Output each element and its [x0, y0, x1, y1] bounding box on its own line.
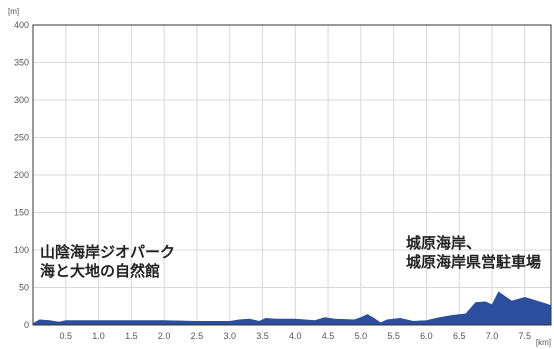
y-tick-label: 250	[14, 133, 29, 143]
x-tick-label: 4.0	[289, 331, 302, 341]
y-tick-label: 200	[14, 170, 29, 180]
x-axis: 0.5 1.0 1.5 2.0 2.5 3.0 3.5 4.0 4.5 5.0 5.5 6.0 6.5 7…	[60, 331, 532, 341]
y-tick-label: 50	[19, 283, 29, 293]
x-axis-unit-label: [km]	[536, 338, 551, 347]
annotation-end-line-2: 城原海岸県営駐車場	[406, 253, 541, 271]
grid-lines	[33, 25, 551, 325]
x-tick-label: 3.0	[223, 331, 236, 341]
y-axis: 0 50 100 150 200 250 300 350 400	[14, 20, 29, 330]
annotation-start-line-1: 山陰海岸ジオパーク	[40, 243, 175, 261]
annotation-end-point: 城原海岸、 城原海岸県営駐車場	[406, 234, 541, 271]
x-tick-label: 5.5	[387, 331, 400, 341]
y-tick-label: 100	[14, 245, 29, 255]
y-tick-label: 300	[14, 95, 29, 105]
y-tick-label: 150	[14, 208, 29, 218]
x-tick-label: 3.5	[256, 331, 269, 341]
y-tick-label: 350	[14, 58, 29, 68]
x-tick-label: 5.0	[355, 331, 368, 341]
x-tick-label: 6.5	[453, 331, 466, 341]
x-tick-label: 7.5	[519, 331, 532, 341]
y-tick-label: 400	[14, 20, 29, 30]
annotation-end-line-1: 城原海岸、	[406, 234, 481, 252]
x-tick-label: 0.5	[60, 331, 73, 341]
annotation-start-point: 山陰海岸ジオパーク 海と大地の自然館	[40, 243, 175, 280]
x-tick-label: 6.0	[420, 331, 433, 341]
x-tick-label: 1.5	[125, 331, 138, 341]
y-tick-label: 0	[24, 320, 29, 330]
y-axis-unit-label: [m]	[8, 7, 19, 16]
x-tick-label: 2.5	[191, 331, 204, 341]
x-tick-label: 1.0	[92, 331, 105, 341]
elevation-area-path	[33, 292, 551, 325]
annotation-start-line-2: 海と大地の自然館	[40, 262, 160, 280]
x-tick-label: 7.0	[486, 331, 499, 341]
x-tick-label: 2.0	[158, 331, 171, 341]
elevation-area	[33, 292, 551, 325]
x-tick-label: 4.5	[322, 331, 335, 341]
